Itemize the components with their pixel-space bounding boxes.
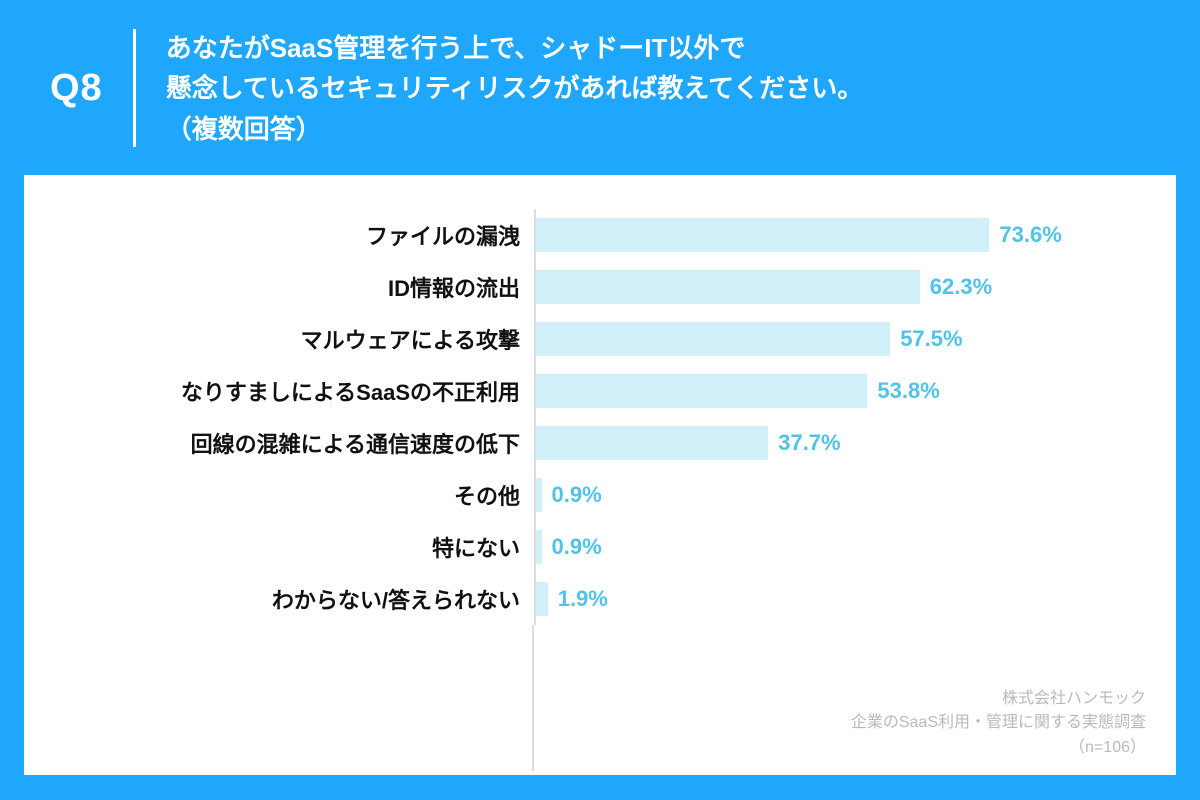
bar bbox=[536, 270, 920, 304]
bar-label: 回線の混雑による通信速度の低下 bbox=[54, 427, 534, 459]
caption-line-2: 企業のSaaS利用・管理に関する実態調査 bbox=[851, 711, 1146, 736]
bar-value: 1.9% bbox=[558, 586, 608, 612]
chart-row: ファイルの漏洩 73.6% bbox=[54, 209, 1146, 261]
bar-value: 57.5% bbox=[900, 326, 962, 352]
bar-chart: ファイルの漏洩 73.6% ID情報の流出 62.3% マルウェアによる攻撃 57.5% な… bbox=[54, 209, 1146, 625]
bar-value: 37.7% bbox=[778, 430, 840, 456]
chart-row: マルウェアによる攻撃 57.5% bbox=[54, 313, 1146, 365]
bar-value: 53.8% bbox=[877, 378, 939, 404]
bar bbox=[536, 374, 867, 408]
chart-row: その他 0.9% bbox=[54, 469, 1146, 521]
bar-value: 62.3% bbox=[930, 274, 992, 300]
chart-row: 特にない 0.9% bbox=[54, 521, 1146, 573]
bar-value: 73.6% bbox=[999, 222, 1061, 248]
bar-zone: 37.7% bbox=[534, 417, 1146, 469]
bar-zone: 57.5% bbox=[534, 313, 1146, 365]
bar-label: 特にない bbox=[54, 531, 534, 563]
bar-label: わからない/答えられない bbox=[54, 583, 534, 615]
bar bbox=[536, 530, 542, 564]
chart-caption: 株式会社ハンモック 企業のSaaS利用・管理に関する実態調査 （n=106） bbox=[851, 687, 1146, 761]
bar-label: ID情報の流出 bbox=[54, 271, 534, 303]
caption-line-1: 株式会社ハンモック bbox=[851, 687, 1146, 712]
bar-label: ファイルの漏洩 bbox=[54, 219, 534, 251]
chart-row: なりすましによるSaaSの不正利用 53.8% bbox=[54, 365, 1146, 417]
caption-line-3: （n=106） bbox=[851, 736, 1146, 761]
chart-row: ID情報の流出 62.3% bbox=[54, 261, 1146, 313]
chart-row: 回線の混雑による通信速度の低下 37.7% bbox=[54, 417, 1146, 469]
axis-extension bbox=[54, 625, 534, 771]
question-header: Q8 あなたがSaaS管理を行う上で、シャドーIT以外で懸念しているセキュリティ… bbox=[24, 20, 1176, 175]
bar-label: その他 bbox=[54, 479, 534, 511]
bar-value: 0.9% bbox=[552, 482, 602, 508]
bar bbox=[536, 218, 989, 252]
question-number: Q8 bbox=[50, 29, 136, 147]
page-wrap: Q8 あなたがSaaS管理を行う上で、シャドーIT以外で懸念しているセキュリティ… bbox=[0, 0, 1200, 800]
bar bbox=[536, 582, 548, 616]
bar-value: 0.9% bbox=[552, 534, 602, 560]
bar-zone: 0.9% bbox=[534, 469, 1146, 521]
chart-row: わからない/答えられない 1.9% bbox=[54, 573, 1146, 625]
bar bbox=[536, 322, 890, 356]
bar-label: マルウェアによる攻撃 bbox=[54, 323, 534, 355]
bar-zone: 1.9% bbox=[534, 573, 1146, 625]
bar-zone: 53.8% bbox=[534, 365, 1146, 417]
bar-zone: 62.3% bbox=[534, 261, 1146, 313]
bar bbox=[536, 426, 768, 460]
bar-zone: 73.6% bbox=[534, 209, 1146, 261]
chart-panel: ファイルの漏洩 73.6% ID情報の流出 62.3% マルウェアによる攻撃 57.5% な… bbox=[24, 175, 1176, 775]
bar bbox=[536, 478, 542, 512]
bar-label: なりすましによるSaaSの不正利用 bbox=[54, 375, 534, 407]
bar-zone: 0.9% bbox=[534, 521, 1146, 573]
question-text: あなたがSaaS管理を行う上で、シャドーIT以外で懸念しているセキュリティリスク… bbox=[166, 28, 864, 149]
